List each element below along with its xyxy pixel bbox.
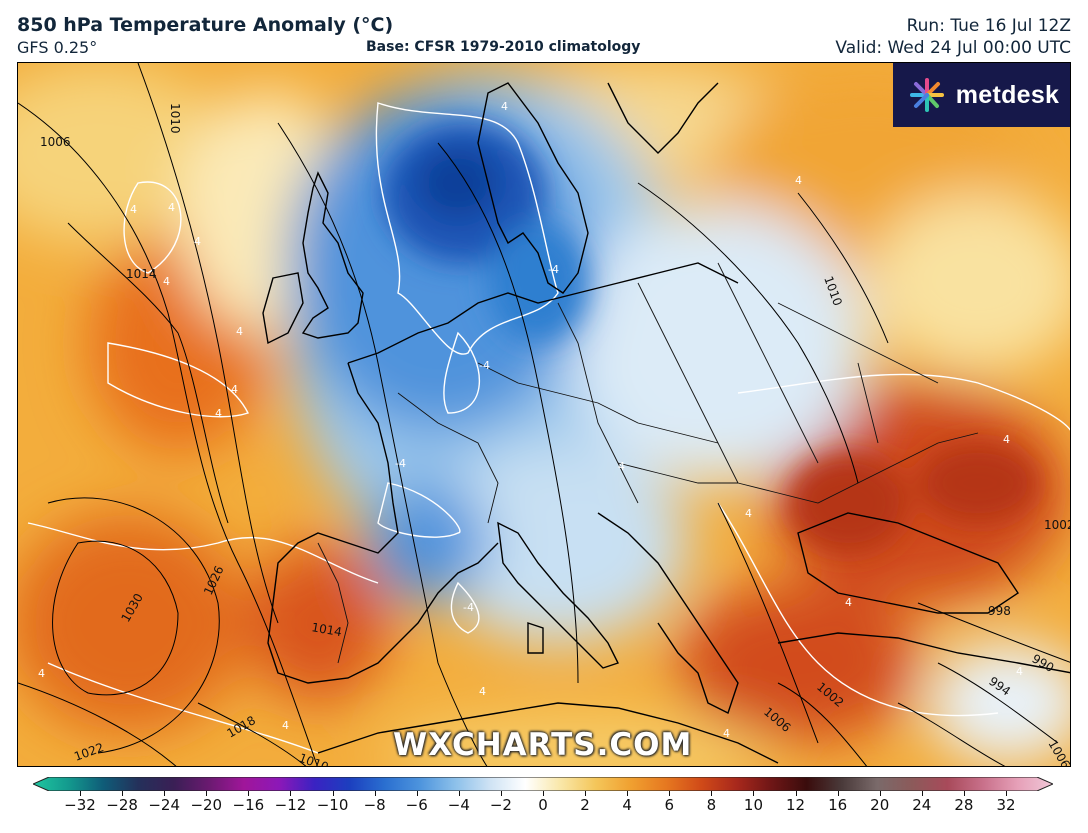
colorbar-tick-label: −32 <box>64 796 96 814</box>
colorbar-tick-label: 10 <box>743 796 763 814</box>
colorbar-tick-mark <box>963 791 965 796</box>
coastlines <box>262 82 1070 764</box>
colorbar-tick-label: −20 <box>190 796 223 814</box>
colorbar-tick-label: −10 <box>316 796 349 814</box>
anomaly-label: 4 <box>231 383 238 396</box>
isobar-label: 1014 <box>310 620 343 639</box>
colorbar-tick-mark <box>290 791 292 796</box>
valid-time-label: Valid: Wed 24 Jul 00:00 UTC <box>835 38 1071 58</box>
colorbar-tick-mark <box>627 791 629 796</box>
colorbar-tick-mark <box>921 791 923 796</box>
anomaly-label: 4 <box>845 596 852 609</box>
colorbar-tick-label: 4 <box>622 796 632 814</box>
anomaly-label: 4 <box>745 507 752 520</box>
colorbar-tick-label: −16 <box>232 796 265 814</box>
anomaly-label-layer: 4 4 4 4 4 4 4 4 -4 -4 -4 -4 4 4 4 4 4 4 … <box>38 100 1023 740</box>
colorbar-tick-label: 20 <box>870 796 890 814</box>
anomaly-label: 4 <box>282 719 289 732</box>
anomaly-contours <box>27 102 1070 754</box>
anomaly-label: 4 <box>1003 433 1010 446</box>
metdesk-star-icon <box>909 78 944 112</box>
colorbar-tick-label: −2 <box>489 796 512 814</box>
colorbar-ticks: −32 −28 −24 −20 −16 −12 −10 −8 −6 −4 −2 0 2 4 6 8 10 12 16… <box>33 791 1053 818</box>
colorbar-tick-mark <box>669 791 671 796</box>
colorbar-tick-mark <box>458 791 460 796</box>
colorbar-tick-label: 24 <box>912 796 932 814</box>
colorbar-tick-label: 28 <box>954 796 974 814</box>
wxcharts-watermark: WXCHARTS.COM <box>393 727 693 763</box>
colorbar-tick-mark <box>795 791 797 796</box>
colorbar-tick-label: 32 <box>996 796 1016 814</box>
metdesk-logo: metdesk <box>893 63 1070 127</box>
isobar-label: 1002 <box>1044 518 1071 532</box>
colorbar-tick-mark <box>837 791 839 796</box>
anomaly-label: 4 <box>618 460 625 473</box>
colorbar-tick-label: 16 <box>828 796 848 814</box>
anomaly-label: 4 <box>163 275 170 288</box>
anomaly-label: 4 <box>130 203 137 216</box>
model-label: GFS 0.25° <box>17 38 98 57</box>
anomaly-label: 4 <box>723 727 730 740</box>
isobar-label: 1010 <box>168 103 182 134</box>
colorbar-tick-mark <box>416 791 418 796</box>
anomaly-label: 4 <box>215 407 222 420</box>
colorbar-tick-label: 8 <box>706 796 717 814</box>
anomaly-label: -4 <box>463 601 474 614</box>
anomaly-label: 4 <box>168 201 175 214</box>
colorbar-tick-label: 12 <box>785 796 806 814</box>
metdesk-logo-text: metdesk <box>955 80 1060 109</box>
colorbar-tick-mark <box>374 791 376 796</box>
isobar-label: 1006 <box>40 135 71 149</box>
colorbar-tick-label: −12 <box>274 796 307 814</box>
colorbar-tick-mark <box>332 791 334 796</box>
colorbar-tick-mark <box>206 791 208 796</box>
colorbar-tick-label: 2 <box>580 796 590 814</box>
colorbar-tick-mark <box>500 791 502 796</box>
anomaly-label: 4 <box>1016 665 1023 678</box>
colorbar-tick-mark <box>80 791 81 796</box>
colorbar-tick-label: 6 <box>664 796 675 814</box>
map-canvas: 1010 1006 1014 1010 1026 1030 1014 1018 … <box>18 63 1071 766</box>
colorbar-tick-label: 0 <box>538 796 548 814</box>
isobar-label-layer: 1010 1006 1014 1010 1026 1030 1014 1018 … <box>40 103 1071 766</box>
anomaly-label: 4 <box>479 685 486 698</box>
colorbar-tick-label: −6 <box>405 796 428 814</box>
anomaly-map[interactable]: 1010 1006 1014 1010 1026 1030 1014 1018 … <box>17 62 1071 767</box>
anomaly-label: 4 <box>236 325 243 338</box>
isobars <box>18 63 1070 766</box>
colorbar-tick-mark <box>753 791 755 796</box>
anomaly-label: -4 <box>395 457 406 470</box>
colorbar-tick-mark <box>711 791 713 796</box>
isobar-label: 1014 <box>126 267 157 281</box>
colorbar-tick-mark <box>879 791 881 796</box>
colorbar-tick-mark <box>1006 791 1007 796</box>
anomaly-label: 4 <box>795 174 802 187</box>
colorbar-tick-mark <box>248 791 250 796</box>
colorbar-tick-label: −8 <box>363 796 386 814</box>
isobar-label: 998 <box>988 604 1011 618</box>
anomaly-label: -4 <box>479 359 490 372</box>
climatology-base-label: Base: CFSR 1979-2010 climatology <box>366 39 641 55</box>
colorbar-tick-label: −4 <box>447 796 470 814</box>
colorbar-tick-label: −28 <box>106 796 138 814</box>
colorbar-tick-mark <box>122 791 124 796</box>
colorbar-tick-label: −24 <box>148 796 180 814</box>
colorbar-tick-mark <box>164 791 166 796</box>
run-time-label: Run: Tue 16 Jul 12Z <box>906 16 1071 36</box>
colorbar-tick-mark <box>585 791 587 796</box>
anomaly-label: 4 <box>501 100 508 113</box>
chart-title: 850 hPa Temperature Anomaly (°C) <box>17 14 394 36</box>
anomaly-label: 4 <box>38 667 45 680</box>
colorbar-tick-mark <box>543 791 544 796</box>
colorbar <box>33 777 1053 791</box>
anomaly-label: -4 <box>548 263 559 276</box>
anomaly-label: 4 <box>194 235 201 248</box>
